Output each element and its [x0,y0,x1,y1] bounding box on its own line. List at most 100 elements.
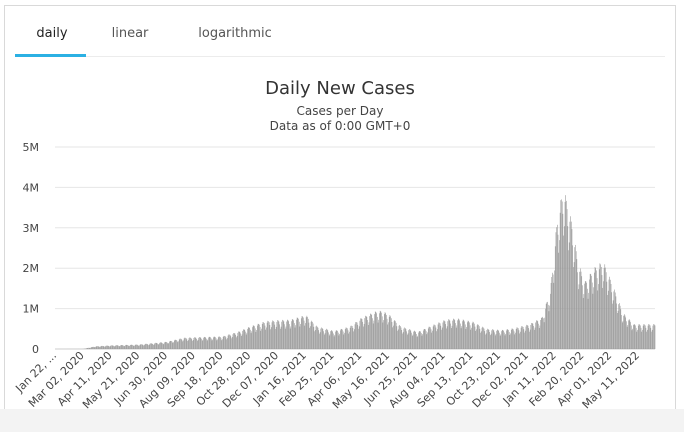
daily-bar [455,327,457,349]
tab-linear[interactable]: linear [111,26,149,41]
daily-bar [94,347,96,349]
daily-bar [269,324,271,349]
daily-bar [631,330,633,349]
daily-bar [416,336,418,349]
daily-bar [288,321,290,349]
daily-bar [129,345,130,349]
daily-bar [529,331,530,349]
daily-bar [384,314,385,349]
daily-bar [314,330,316,349]
daily-bar [291,321,292,349]
daily-bar [575,251,577,349]
daily-bar [263,322,264,349]
daily-bar [157,343,158,349]
daily-bar [365,316,367,349]
daily-bar [464,321,465,349]
daily-bar [488,329,490,349]
daily-bar [343,334,345,349]
daily-bar [302,316,303,349]
daily-bar [351,326,353,349]
daily-bar [458,319,460,349]
daily-bar [244,329,246,349]
daily-bar [241,334,243,349]
daily-bar [393,321,395,349]
daily-bar [628,319,630,349]
daily-bar [114,346,115,349]
daily-bar [333,333,334,349]
daily-bar [231,337,233,349]
daily-bar [375,312,377,349]
daily-bar [240,335,242,349]
daily-bar [642,325,644,349]
daily-bar [93,346,95,349]
daily-bar [326,329,328,349]
daily-bar [139,345,140,349]
daily-bar [177,342,179,349]
daily-bar [286,321,287,349]
daily-bar [626,321,627,349]
daily-bar [330,331,331,349]
daily-bar [183,340,184,349]
daily-bar [86,348,87,349]
daily-bar [650,327,652,349]
tab-logarithmic[interactable]: logarithmic [198,26,272,41]
daily-bar [587,298,589,349]
daily-bar [418,331,420,349]
daily-bar [224,335,225,349]
daily-bar [193,338,195,349]
daily-bar [127,345,128,349]
daily-bar [140,344,142,349]
daily-bar [190,338,192,349]
daily-bar [349,327,351,349]
daily-bar [259,324,260,349]
daily-bar [427,332,428,349]
tab-daily[interactable]: daily [36,26,68,41]
daily-bar [478,326,480,349]
daily-bar [312,321,313,349]
daily-bar [213,336,215,349]
daily-bar [540,320,541,349]
daily-bar [633,324,635,349]
daily-bar [206,338,207,349]
daily-bar [448,319,450,349]
daily-bar [243,329,245,349]
daily-bar [605,272,607,349]
daily-bar [544,317,546,349]
daily-bar [232,334,234,349]
daily-bar [506,330,507,349]
daily-bar [588,292,590,349]
daily-bar [623,315,624,349]
daily-bar [541,317,543,349]
daily-bar [596,278,598,349]
daily-bar [298,318,299,349]
daily-bar [444,320,445,349]
daily-bar [628,320,629,349]
daily-bar [373,320,375,349]
daily-bar [139,344,141,349]
daily-bar [498,330,500,349]
daily-bar [590,274,592,349]
daily-bar [605,267,606,349]
daily-bar [527,325,529,349]
daily-bar [95,346,96,349]
daily-bar [602,287,603,349]
daily-bar [227,338,228,349]
daily-bar [622,321,624,349]
daily-bar [450,328,452,349]
daily-bar [122,345,123,349]
daily-bar [432,330,433,349]
daily-bar [276,321,278,349]
daily-bar [411,332,412,349]
daily-bar [378,319,380,349]
daily-bar [418,332,419,349]
daily-bar [234,333,236,349]
daily-bar [123,346,125,349]
daily-bar [342,329,343,349]
daily-bar [501,331,502,349]
daily-bar [97,346,99,349]
daily-bar [123,345,124,349]
daily-bar [169,340,171,349]
daily-bar [430,329,432,349]
daily-bar [503,330,504,349]
daily-bar [532,323,534,349]
